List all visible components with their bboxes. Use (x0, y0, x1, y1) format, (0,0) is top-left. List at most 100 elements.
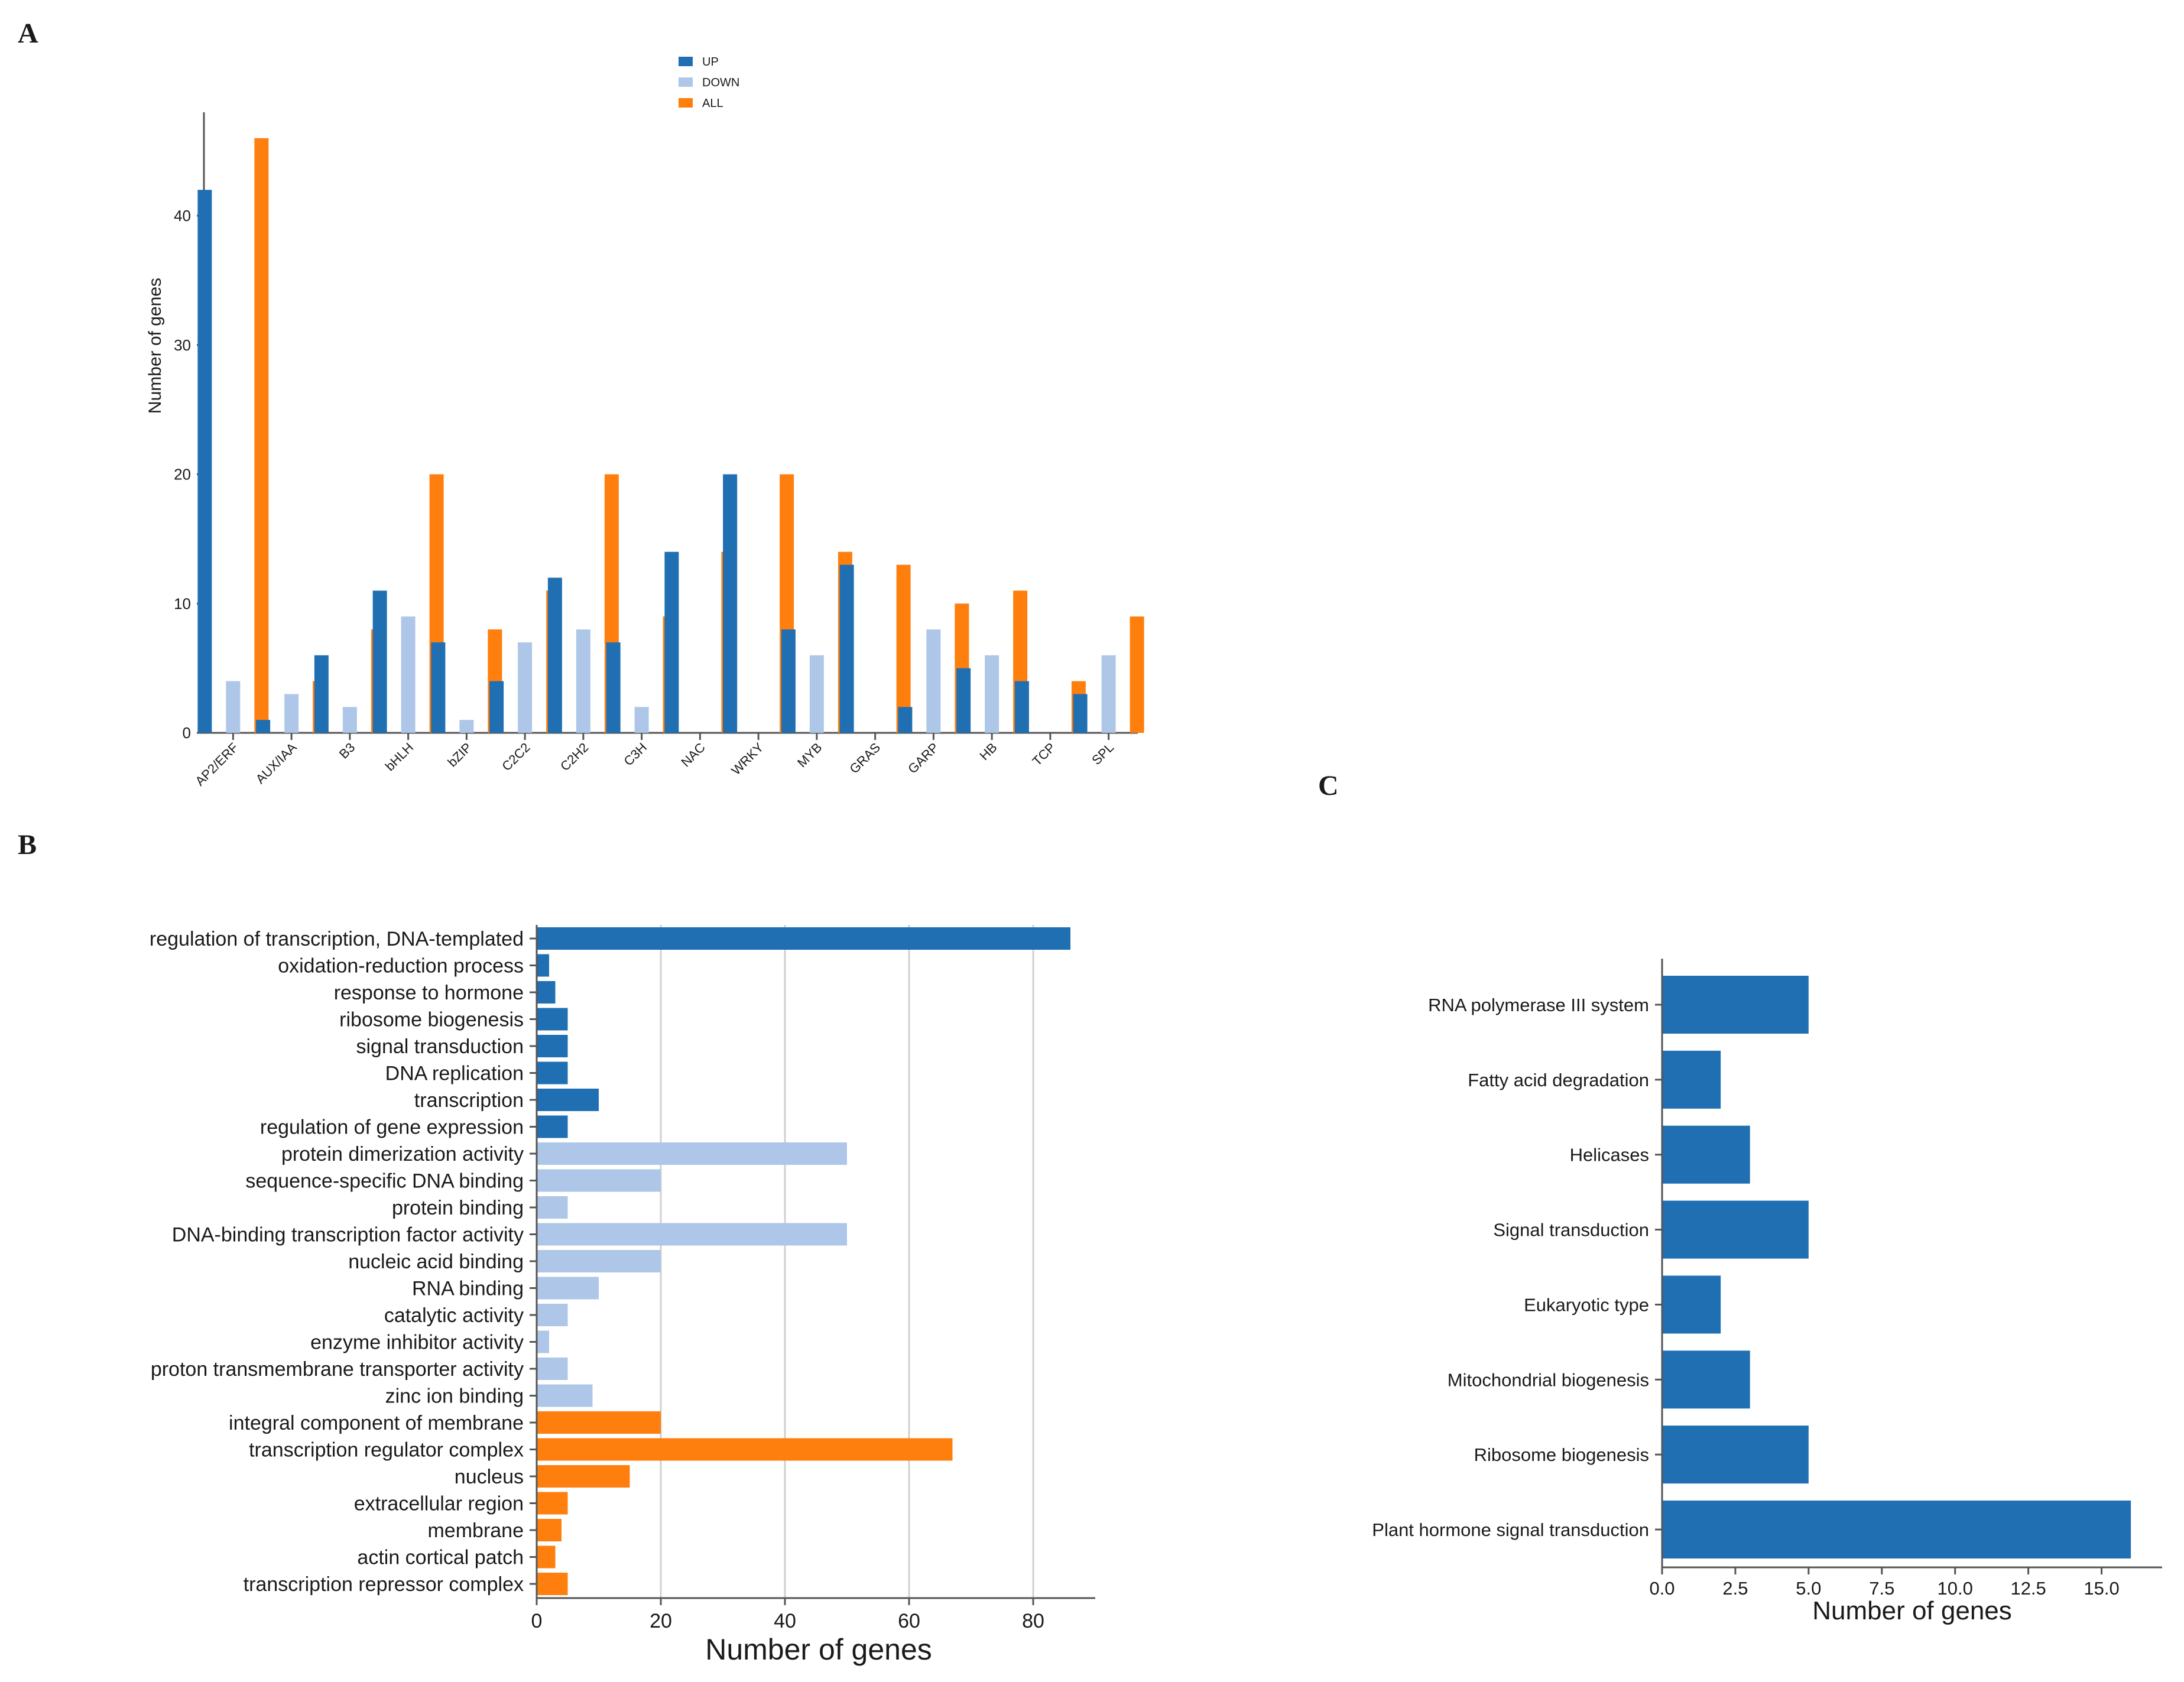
chart-b-y-tick-label: extracellular region (354, 1493, 524, 1515)
chart-a-y-tick-label: 20 (174, 466, 191, 483)
chart-b-y-tick-label: sequence-specific DNA binding (245, 1170, 524, 1193)
chart-b-y-tick-label: nucleic acid binding (348, 1251, 524, 1273)
chart-a-x-tick-label: HB (976, 740, 999, 763)
chart-a-bar-down (576, 629, 590, 733)
chart-b-bar (537, 1277, 599, 1300)
chart-a-bar-down (809, 655, 824, 733)
chart-b-bar (537, 1169, 661, 1192)
chart-b-bar (537, 1035, 568, 1057)
chart-a-legend-label: DOWN (702, 76, 739, 89)
chart-b-y-tick-label: transcription (414, 1089, 524, 1112)
chart-b-y-tick-label: RNA binding (412, 1278, 524, 1300)
chart-a-y-axis-label: Number of genes (145, 278, 165, 414)
chart-b-bar (537, 1142, 847, 1165)
chart-b-bar (537, 1465, 630, 1488)
chart-a-y-tick-label: 0 (183, 724, 191, 742)
chart-c-y-tick-label: Helicases (1570, 1145, 1649, 1165)
chart-a-legend-label: ALL (702, 97, 723, 110)
chart-b-bar (537, 1008, 568, 1031)
chart-a-x-tick-label: AP2/ERF (192, 740, 241, 789)
chart-a-bar-down (1101, 655, 1116, 733)
chart-b-x-tick-label: 80 (1022, 1610, 1044, 1632)
chart-a-y-tick-label: 30 (174, 336, 191, 354)
chart-a-grouped-bar: 0 10 20 30 40 Number of genes AP2/ERF AUX/IAA B3… (145, 56, 1144, 788)
chart-b-bar (537, 1061, 568, 1084)
chart-b-bar (537, 927, 1070, 950)
chart-a-bar-up (839, 564, 854, 733)
chart-b-x-tick-label: 60 (898, 1610, 920, 1632)
panel-label-b: B (18, 829, 37, 861)
chart-c-x-tick-label: 15.0 (2084, 1578, 2119, 1599)
chart-c-x-tick-label: 2.5 (1722, 1578, 1748, 1599)
chart-a-bar-down (518, 642, 533, 733)
chart-c-bar (1662, 1350, 1750, 1409)
chart-c-y-tick-label: Eukaryotic type (1524, 1294, 1649, 1315)
chart-b-bar (537, 1573, 568, 1595)
chart-a-bar-up (898, 707, 913, 733)
chart-b-y-tick-label: response to hormone (334, 982, 524, 1004)
chart-b-bar (537, 1492, 568, 1515)
chart-c-x-tick-label: 5.0 (1796, 1578, 1821, 1599)
chart-a-x-tick-label: WRKY (728, 740, 767, 778)
chart-c-x-tick-label: 12.5 (2010, 1578, 2046, 1599)
chart-a-x-tick-label: AUX/IAA (253, 740, 300, 787)
chart-c-y-tick-label: Signal transduction (1493, 1220, 1649, 1241)
chart-a-bar-down (342, 707, 357, 733)
chart-b-bar (537, 1115, 568, 1138)
chart-c-x-axis-label: Number of genes (1812, 1596, 2012, 1625)
chart-b-bar (537, 1384, 593, 1407)
chart-a-bar-down (401, 616, 416, 733)
chart-a-x-tick-label: C2C2 (499, 740, 533, 774)
chart-b-x-tick-label: 20 (650, 1610, 672, 1632)
chart-c-bar (1662, 976, 1809, 1034)
chart-a-bar-down (459, 720, 474, 733)
chart-a-y-tick-label: 40 (174, 207, 191, 225)
chart-b-bar (537, 1304, 568, 1326)
chart-a-legend-swatch-down (679, 77, 693, 87)
chart-b-y-tick-label: actin cortical patch (357, 1547, 524, 1569)
chart-c-bar (1662, 1501, 2131, 1558)
chart-b-bar (537, 1089, 599, 1111)
chart-a-bar-up (431, 642, 446, 733)
chart-c-x-tick-label: 0.0 (1649, 1578, 1674, 1599)
chart-a-bar-up (547, 577, 562, 733)
chart-c-y-tick-label: Ribosome biogenesis (1474, 1444, 1649, 1465)
chart-a-bar-up (723, 474, 738, 733)
chart-b-y-tick-label: nucleus (455, 1466, 524, 1488)
chart-b-y-tick-label: zinc ion binding (385, 1385, 524, 1408)
chart-b-y-tick-label: enzyme inhibitor activity (310, 1332, 524, 1354)
panel-label-c: C (1318, 770, 1339, 801)
chart-a-bar-up (314, 655, 329, 733)
chart-a-bar-up (197, 190, 212, 733)
chart-a-bar-up (664, 551, 679, 733)
chart-b-y-tick-label: signal transduction (356, 1035, 524, 1058)
chart-b-y-tick-label: transcription repressor complex (244, 1573, 524, 1596)
chart-c-x-tick-label: 7.5 (1869, 1578, 1894, 1599)
chart-a-bar-up (956, 668, 971, 733)
chart-b-y-tick-label: DNA replication (385, 1063, 524, 1085)
chart-b-y-tick-label: DNA-binding transcription factor activit… (172, 1224, 524, 1246)
chart-b-go-enrichment: regulation of transcription, DNA-templat… (150, 925, 1095, 1666)
chart-a-x-tick-label: GARP (905, 740, 942, 777)
chart-a-bar-all (896, 564, 911, 733)
chart-c-bar (1662, 1200, 1809, 1259)
chart-a-x-tick-label: B3 (336, 740, 358, 762)
chart-a-bar-down (926, 629, 941, 733)
chart-a-x-tick-label: bHLH (382, 740, 416, 774)
chart-a-legend-swatch-up (679, 57, 693, 66)
chart-a-x-tick-label: NAC (678, 740, 708, 770)
chart-b-y-tick-label: proton transmembrane transporter activit… (151, 1358, 524, 1381)
chart-a-legend-swatch-all (679, 98, 693, 108)
chart-a-x-tick-label: C3H (621, 740, 650, 769)
chart-b-bar (537, 1411, 661, 1434)
chart-b-y-tick-label: integral component of membrane (229, 1412, 524, 1434)
chart-b-bar (537, 954, 549, 977)
chart-a-x-tick-label: GRAS (846, 740, 883, 777)
chart-a-x-tick-label: TCP (1030, 740, 1059, 769)
chart-a-bar-down (226, 681, 241, 733)
chart-b-bar (537, 981, 556, 1004)
chart-c-x-tick-label: 10.0 (1938, 1578, 1973, 1599)
chart-a-bar-down (985, 655, 999, 733)
chart-b-y-tick-label: transcription regulator complex (249, 1439, 524, 1462)
